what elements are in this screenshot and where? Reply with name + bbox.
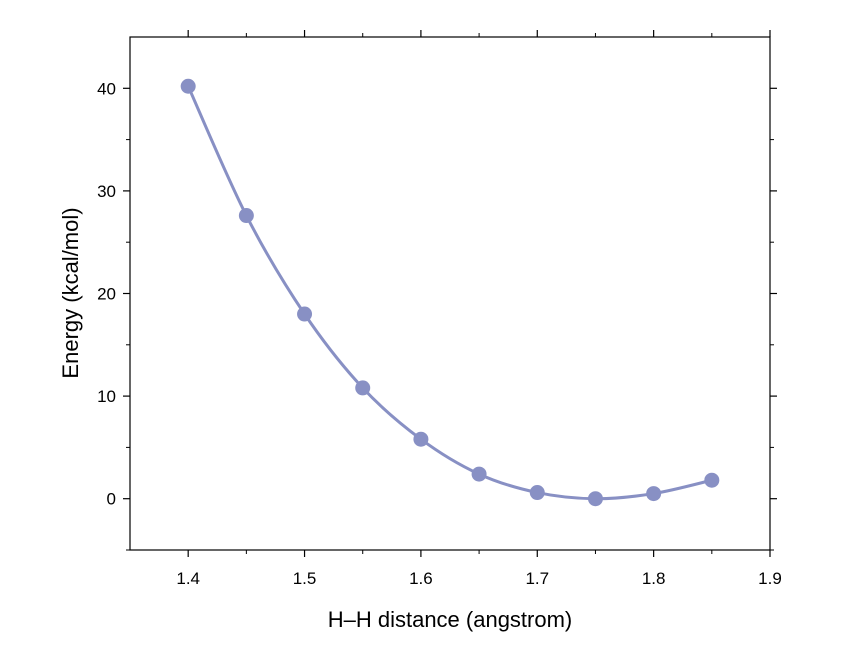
data-point [297,306,313,322]
x-tick-label: 1.5 [293,569,317,588]
x-tick-label: 1.7 [525,569,549,588]
data-point [413,431,429,447]
x-tick-label: 1.8 [642,569,666,588]
data-point [238,208,254,224]
data-point [646,486,662,502]
data-point [355,380,371,396]
plot-frame [129,36,771,551]
y-tick-label: 30 [97,182,116,201]
y-axis-title: Energy (kcal/mol) [58,207,83,378]
x-tick-label: 1.9 [758,569,782,588]
x-tick-label: 1.6 [409,569,433,588]
x-tick-label: 1.4 [176,569,200,588]
data-point [180,78,196,94]
y-tick-label: 20 [97,285,116,304]
y-tick-label: 10 [97,387,116,406]
x-axis-tick-labels: 1.4 1.5 1.6 1.7 1.8 1.9 [176,569,781,588]
y-tick-label: 0 [107,490,116,509]
x-axis-title: H–H distance (angstrom) [328,607,573,632]
data-point [471,466,487,482]
series-points [180,78,720,507]
series-line [186,85,713,501]
y-tick-label: 40 [97,79,116,98]
y-axis-ticks [123,87,777,551]
x-axis-ticks [187,30,771,557]
data-point [704,472,720,488]
data-point [529,485,545,501]
data-point [587,491,603,507]
y-axis-tick-labels: 0 10 20 30 40 [97,79,116,508]
